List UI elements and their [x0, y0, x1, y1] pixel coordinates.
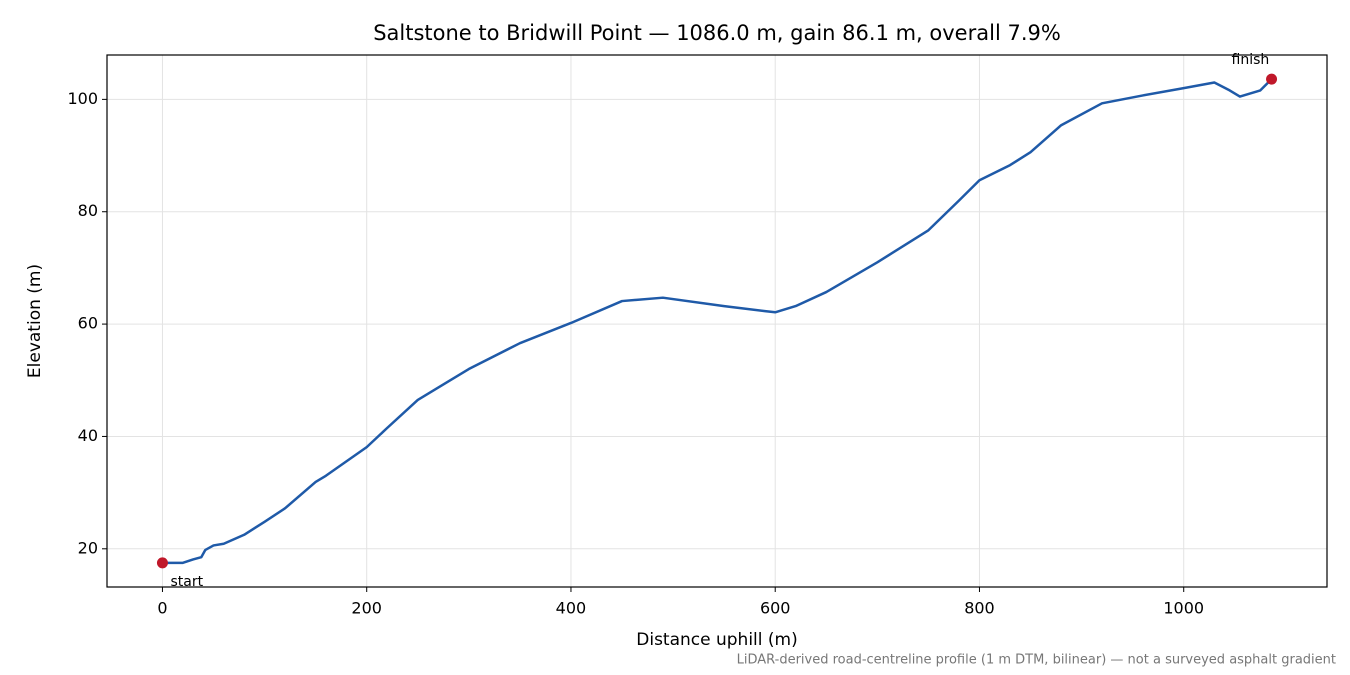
x-tick-label: 1000: [1163, 599, 1204, 618]
x-tick-label: 200: [351, 599, 382, 618]
x-tick-label: 400: [556, 599, 587, 618]
y-tick-label: 100: [67, 89, 98, 108]
y-tick-label: 60: [78, 314, 98, 333]
annotation-label: finish: [1232, 52, 1270, 68]
x-axis-label: Distance uphill (m): [636, 630, 797, 650]
elevation-line: [162, 78, 1273, 565]
footnote: LiDAR-derived road-centreline profile (1…: [737, 653, 1336, 668]
x-tick-label: 800: [964, 599, 995, 618]
y-tick-label: 80: [78, 201, 98, 220]
annotation-label: start: [170, 574, 203, 590]
annotation-marker: [1266, 73, 1278, 85]
chart-title: Saltstone to Bridwill Point — 1086.0 m, …: [373, 21, 1061, 45]
y-tick-label: 20: [78, 538, 98, 557]
y-tick-label: 40: [78, 426, 98, 445]
plot-frame: [106, 54, 1328, 588]
annotation-marker: [156, 557, 168, 569]
x-tick-label: 600: [760, 599, 791, 618]
y-axis-label: Elevation (m): [25, 264, 45, 378]
x-tick-label: 0: [157, 599, 167, 618]
